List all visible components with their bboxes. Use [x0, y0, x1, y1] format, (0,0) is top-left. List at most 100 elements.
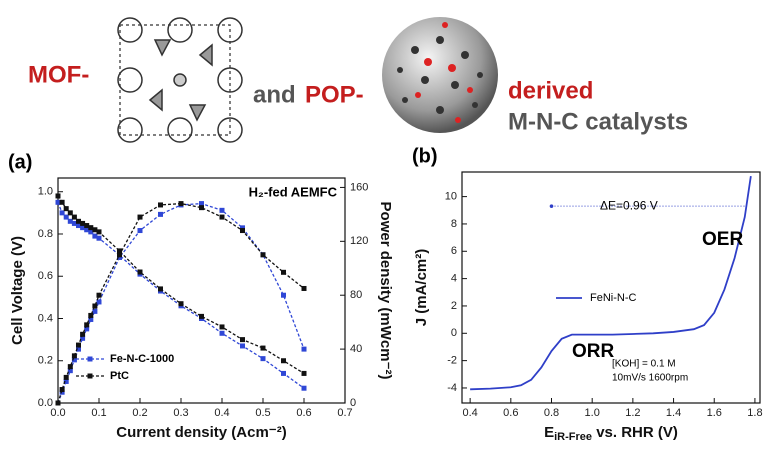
data-point — [63, 374, 69, 380]
data-point — [96, 299, 102, 305]
x-axis-label-part: iR-Free — [554, 431, 592, 443]
data-point — [88, 225, 94, 231]
y2-tick-label: 160 — [350, 181, 368, 193]
data-point — [240, 343, 245, 349]
data-point — [219, 207, 225, 213]
data-point — [96, 229, 102, 235]
pop-sphere — [382, 17, 498, 133]
y-tick-label: 6 — [451, 245, 457, 257]
delta-e-end — [549, 204, 554, 208]
y-tick-label: 0.8 — [38, 228, 53, 240]
data-point — [67, 368, 73, 374]
data-point — [219, 330, 225, 336]
legend-label: FeNi-N-C — [590, 292, 636, 304]
data-point — [240, 225, 245, 231]
legend-label: PtC — [110, 370, 129, 382]
data-point — [260, 356, 266, 362]
data-point — [88, 316, 94, 322]
data-point — [219, 324, 225, 330]
data-point — [84, 322, 90, 328]
data-point — [158, 211, 163, 217]
data-point — [301, 285, 307, 291]
data-point — [84, 326, 90, 332]
y2-tick-label: 0 — [350, 397, 356, 409]
data-point — [199, 205, 204, 211]
annotation: [KOH] = 0.1 M — [612, 359, 676, 370]
data-point — [63, 214, 69, 220]
data-point — [59, 210, 65, 216]
series-line — [470, 175, 752, 391]
x-tick-label: 0.3 — [173, 407, 188, 419]
data-point — [76, 223, 81, 229]
data-point — [117, 254, 122, 260]
x-tick-label: 0.7 — [337, 407, 352, 419]
data-point — [55, 199, 61, 205]
legend-marker — [87, 373, 93, 379]
data-point — [240, 228, 245, 234]
y-tick-label: 0.0 — [38, 397, 53, 409]
data-point — [281, 292, 286, 298]
data-point — [84, 227, 90, 233]
y-tick-label: 0.4 — [38, 312, 53, 324]
x-tick-label: 0.8 — [544, 407, 559, 419]
data-point — [59, 387, 65, 393]
legend-marker — [87, 356, 93, 362]
data-point — [301, 385, 307, 391]
x-axis-label-part: vs. RHR (V) — [592, 424, 678, 441]
data-point — [88, 229, 94, 235]
data-point — [281, 269, 286, 275]
x-tick-label: 1.0 — [585, 407, 600, 419]
y-tick-label: 1.0 — [38, 186, 53, 198]
data-point — [80, 220, 86, 226]
data-point — [117, 248, 122, 254]
data-point — [158, 202, 163, 208]
data-point — [178, 201, 184, 207]
data-point — [158, 286, 163, 292]
x-tick-label: 1.2 — [625, 407, 640, 419]
data-point — [63, 378, 69, 384]
panel-label: (a) — [8, 151, 32, 173]
data-point — [281, 370, 286, 376]
y-tick-label: 0 — [451, 327, 457, 339]
y-axis-label: J (mA/cm²) — [413, 249, 430, 327]
annotation: OER — [702, 229, 743, 250]
data-point — [260, 252, 266, 258]
data-point — [96, 235, 102, 241]
y2-tick-label: 120 — [350, 235, 368, 247]
y-tick-label: 2 — [451, 300, 457, 312]
data-point — [67, 218, 73, 224]
data-point — [260, 345, 266, 351]
panel-label: (b) — [412, 145, 438, 167]
x-tick-label: 0.2 — [132, 407, 147, 419]
data-point — [55, 193, 61, 199]
data-point — [199, 313, 204, 319]
data-point — [71, 357, 77, 363]
annotation: 10mV/s 1600rpm — [612, 373, 688, 384]
data-point — [59, 199, 65, 205]
y-tick-label: 8 — [451, 218, 457, 230]
y-axis-label: Cell Voltage (V) — [9, 236, 26, 345]
data-point — [84, 223, 90, 229]
y2-tick-label: 80 — [350, 289, 362, 301]
x-axis-label: EiR-Free vs. RHR (V) — [544, 424, 678, 443]
data-point — [80, 331, 86, 337]
y-tick-label: 0.6 — [38, 270, 53, 282]
series-line — [57, 202, 305, 404]
header-text: derived — [508, 77, 593, 104]
x-axis-label: Current density (Acm⁻²) — [116, 424, 286, 441]
data-point — [240, 337, 245, 343]
series-line — [57, 195, 305, 374]
x-tick-label: 1.6 — [707, 407, 722, 419]
y2-axis-label: Power density (mWcm⁻²) — [377, 202, 394, 380]
data-point — [137, 214, 143, 220]
y-tick-label: -2 — [447, 355, 457, 367]
data-point — [117, 252, 122, 258]
data-point — [92, 227, 98, 233]
data-point — [137, 228, 143, 234]
y-tick-label: 4 — [451, 273, 457, 285]
data-point — [96, 292, 102, 298]
legend-label: Fe-N-C-1000 — [110, 353, 174, 365]
plot-frame — [57, 177, 346, 404]
data-point — [76, 218, 81, 224]
